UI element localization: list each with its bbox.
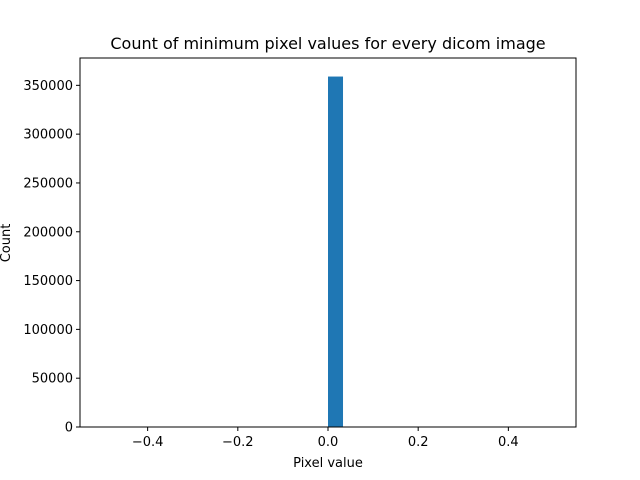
y-tick-label: 150000 [23, 274, 73, 289]
x-tick-label: −0.4 [132, 435, 164, 450]
chart-title: Count of minimum pixel values for every … [110, 34, 545, 53]
y-axis-ticks: 0 50000 100000 150000 200000 250000 300000 3500… [23, 79, 80, 436]
y-tick-label: 50000 [32, 372, 73, 387]
y-tick-label: 350000 [23, 79, 73, 94]
x-axis-label: Pixel value [293, 456, 363, 471]
y-tick-label: 100000 [23, 323, 73, 338]
x-tick-label: −0.2 [222, 435, 254, 450]
y-tick-label: 250000 [23, 176, 73, 191]
x-tick-label: 0.2 [408, 435, 429, 450]
y-axis-label: Count [0, 224, 14, 263]
x-axis-ticks: −0.4 −0.2 0.0 0.2 0.4 [132, 427, 519, 450]
y-tick-label: 300000 [23, 128, 73, 143]
y-tick-label: 200000 [23, 225, 73, 240]
x-tick-label: 0.4 [498, 435, 519, 450]
histogram-bar [328, 76, 344, 428]
x-tick-label: 0.0 [318, 435, 339, 450]
y-tick-label: 0 [65, 421, 73, 436]
bars-group [328, 76, 344, 428]
plot-area: −0.4 −0.2 0.0 0.2 0.4 0 50000 100000 150000 2000… [23, 57, 577, 450]
